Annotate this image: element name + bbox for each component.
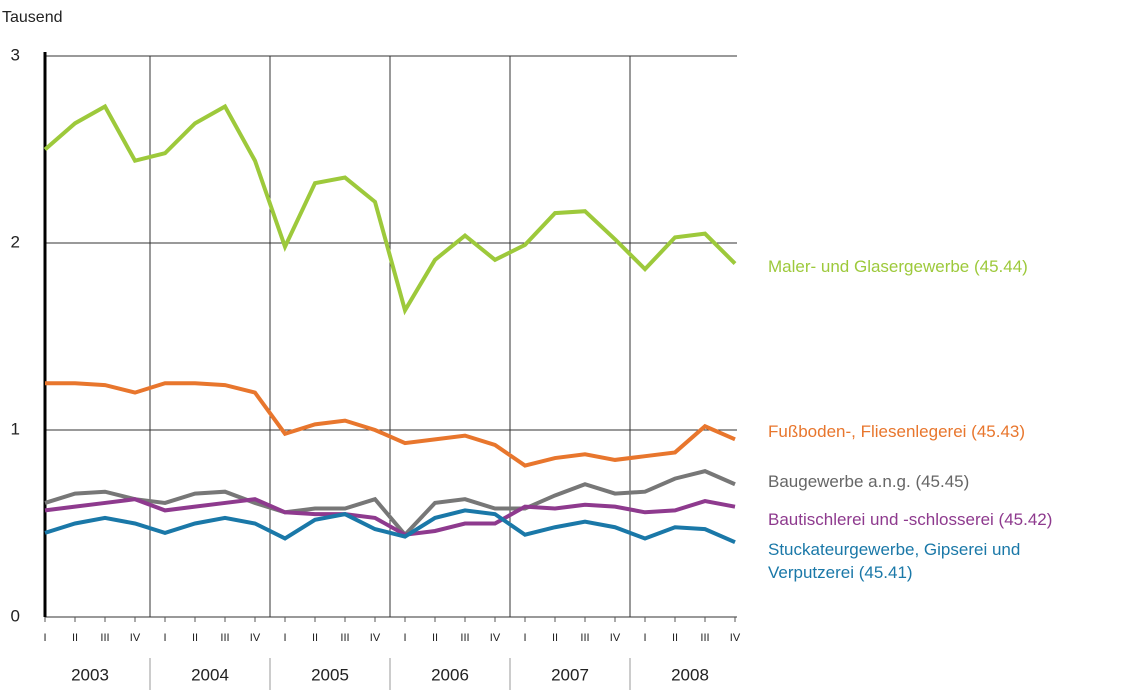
x-tick-label: II: [432, 632, 438, 644]
year-label: 2007: [551, 665, 589, 684]
series-label: Bautischlerei und -schlosserei (45.42): [768, 510, 1053, 529]
y-tick-label: 1: [11, 419, 20, 438]
y-tick-label: 2: [11, 232, 20, 251]
x-tick-label: IV: [490, 632, 501, 644]
year-label: 2005: [311, 665, 349, 684]
year-label: 2006: [431, 665, 469, 684]
x-tick-label: I: [403, 632, 406, 644]
y-tick-label: 0: [11, 606, 20, 625]
year-label: 2008: [671, 665, 709, 684]
x-tick-label: I: [523, 632, 526, 644]
x-tick-label: II: [72, 632, 78, 644]
x-tick-label: IV: [610, 632, 621, 644]
year-label: 2003: [71, 665, 109, 684]
year-label: 2004: [191, 665, 229, 684]
series-label: Baugewerbe a.n.g. (45.45): [768, 472, 970, 491]
series-label: Fußboden-, Fliesenlegerei (45.43): [768, 422, 1026, 441]
series-label: Maler- und Glasergewerbe (45.44): [768, 257, 1028, 276]
y-axis-label: Tausend: [2, 9, 63, 26]
x-tick-label: IV: [130, 632, 141, 644]
x-tick-label: IV: [370, 632, 381, 644]
x-tick-label: I: [283, 632, 286, 644]
x-tick-label: III: [340, 632, 349, 644]
x-tick-label: IV: [250, 632, 261, 644]
series-line: [44, 469, 736, 538]
y-tick-label: 3: [11, 45, 20, 64]
series-line: [44, 508, 736, 545]
series-line: [45, 381, 736, 468]
series-line: [43, 103, 737, 316]
x-tick-label: II: [552, 632, 558, 644]
x-tick-label: I: [43, 632, 46, 644]
x-tick-label: III: [460, 632, 469, 644]
series-label: Stuckateurgewerbe, Gipserei und Verputze…: [768, 540, 1021, 582]
x-tick-label: III: [700, 632, 709, 644]
x-tick-label: II: [312, 632, 318, 644]
x-tick-label: II: [672, 632, 678, 644]
x-tick-label: IV: [730, 632, 741, 644]
series-line: [44, 497, 736, 537]
x-tick-label: III: [220, 632, 229, 644]
x-tick-label: I: [163, 632, 166, 644]
x-tick-label: III: [580, 632, 589, 644]
x-tick-label: I: [643, 632, 646, 644]
x-tick-label: III: [100, 632, 109, 644]
x-tick-label: II: [192, 632, 198, 644]
